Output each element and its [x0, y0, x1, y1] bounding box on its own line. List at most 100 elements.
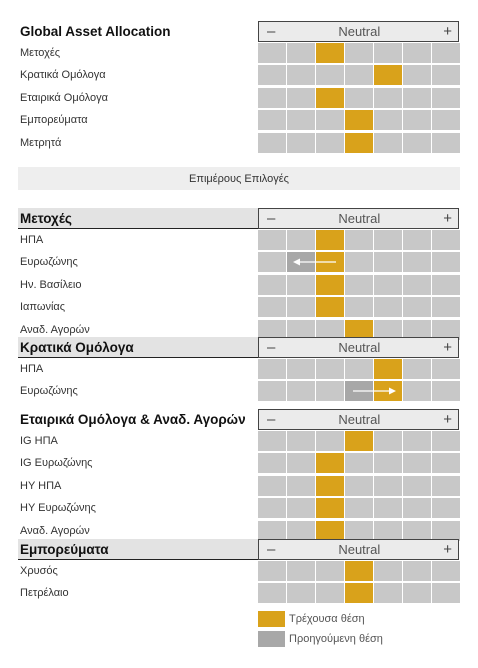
- section-header-background: [18, 539, 258, 560]
- position-cell: [287, 319, 315, 340]
- current-position-cell: [345, 319, 373, 340]
- position-cell: [258, 381, 286, 402]
- position-cell: [316, 65, 344, 86]
- scale-neutral-label: Neutral: [338, 412, 381, 427]
- position-cell: [258, 110, 286, 131]
- row-label: Εταιρικά Ομόλογα: [20, 91, 108, 104]
- scale-minus-label: –: [267, 411, 276, 428]
- current-position-cell: [374, 359, 402, 379]
- position-cell: [432, 132, 460, 153]
- position-cell: [374, 319, 402, 340]
- position-cell: [403, 319, 431, 340]
- current-position-cell: [345, 431, 373, 451]
- scale-plus-label: +: [443, 23, 452, 40]
- section-title: Μετοχές: [20, 211, 72, 226]
- position-cell: [432, 87, 460, 108]
- position-cell: [403, 65, 431, 86]
- position-cell: [374, 43, 402, 63]
- scale-minus-label: –: [267, 23, 276, 40]
- position-cell: [287, 453, 315, 474]
- legend-swatch-previous: [258, 631, 285, 647]
- row-label: ΗΠΑ: [20, 363, 44, 375]
- scale-minus-label: –: [267, 339, 276, 356]
- position-cell: [374, 230, 402, 250]
- position-cell: [432, 520, 460, 541]
- row-label: Χρυσός: [20, 565, 58, 577]
- position-cell: [374, 520, 402, 541]
- position-cell: [345, 297, 373, 318]
- position-cell: [403, 43, 431, 63]
- position-cell: [403, 110, 431, 131]
- position-cell: [316, 561, 344, 581]
- position-cell: [374, 561, 402, 581]
- position-cell: [432, 498, 460, 519]
- position-cell: [258, 431, 286, 451]
- row-label: ΗΠΑ: [20, 234, 44, 246]
- position-cell: [403, 498, 431, 519]
- row-label: IG ΗΠΑ: [20, 435, 58, 447]
- position-cell: [432, 319, 460, 340]
- position-cell: [403, 520, 431, 541]
- current-position-cell: [374, 65, 402, 86]
- position-cell: [403, 475, 431, 496]
- row-label: Πετρέλαιο: [20, 587, 69, 600]
- scale-neutral-label: Neutral: [338, 24, 381, 39]
- position-cell: [432, 252, 460, 273]
- position-cell: [432, 110, 460, 131]
- position-cell: [258, 475, 286, 496]
- current-position-cell: [316, 498, 344, 519]
- position-cell: [316, 359, 344, 379]
- position-cell: [374, 132, 402, 153]
- current-position-cell: [316, 297, 344, 318]
- position-cell: [374, 110, 402, 131]
- section-title: Εμπορεύματα: [20, 542, 109, 557]
- position-cell: [345, 274, 373, 295]
- scale-minus-label: –: [267, 541, 276, 558]
- position-cell: [258, 319, 286, 340]
- position-cell: [345, 43, 373, 63]
- position-cell: [345, 475, 373, 496]
- position-cell: [258, 43, 286, 63]
- position-cell: [316, 583, 344, 604]
- position-cell: [287, 87, 315, 108]
- position-cell: [258, 453, 286, 474]
- position-cell: [316, 319, 344, 340]
- position-cell: [258, 583, 286, 604]
- position-cell: [258, 230, 286, 250]
- section-title: Global Asset Allocation: [20, 24, 171, 39]
- position-cell: [374, 297, 402, 318]
- position-cell: [432, 561, 460, 581]
- position-cell: [287, 520, 315, 541]
- scale-neutral-label: Neutral: [338, 542, 381, 557]
- position-cell: [345, 252, 373, 273]
- position-cell: [403, 87, 431, 108]
- position-cell: [403, 359, 431, 379]
- scale-plus-label: +: [443, 339, 452, 356]
- position-cell: [432, 230, 460, 250]
- position-cell: [432, 65, 460, 86]
- position-cell: [258, 252, 286, 273]
- position-cell: [432, 453, 460, 474]
- position-cell: [432, 475, 460, 496]
- position-cell: [287, 65, 315, 86]
- position-cell: [316, 381, 344, 402]
- current-position-cell: [316, 453, 344, 474]
- position-cell: [287, 561, 315, 581]
- position-cell: [258, 561, 286, 581]
- section-title: Κρατικά Ομόλογα: [20, 340, 134, 355]
- position-cell: [316, 431, 344, 451]
- position-cell: [432, 359, 460, 379]
- position-cell: [258, 65, 286, 86]
- position-cell: [403, 274, 431, 295]
- position-cell: [374, 274, 402, 295]
- position-cell: [258, 132, 286, 153]
- scale-plus-label: +: [443, 411, 452, 428]
- row-label: Ευρωζώνης: [20, 256, 78, 269]
- section-title: Εταιρικά Ομόλογα & Αναδ. Αγορών: [20, 412, 246, 427]
- position-cell: [258, 297, 286, 318]
- position-cell: [258, 359, 286, 379]
- position-cell: [287, 110, 315, 131]
- row-label: Μετοχές: [20, 47, 61, 59]
- position-cell: [374, 453, 402, 474]
- position-cell: [432, 43, 460, 63]
